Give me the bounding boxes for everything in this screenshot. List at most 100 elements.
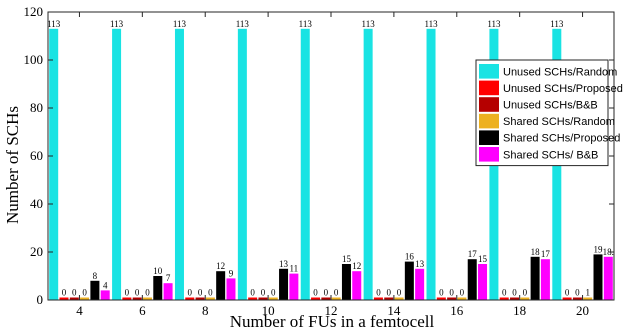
bar-shared-schs-proposed-4 — [90, 280, 100, 300]
y-tick-label: 120 — [24, 4, 44, 19]
data-label: 113 — [424, 19, 438, 29]
data-label: 0 — [271, 288, 276, 298]
bar-unused-schs-proposed-12 — [311, 297, 321, 300]
data-label: 0 — [397, 288, 402, 298]
legend-entry: Unused SCHs/B&B — [503, 100, 598, 112]
data-label: 0 — [145, 288, 150, 298]
bar-shared-schs-random-4 — [80, 297, 90, 300]
data-label: 113 — [110, 19, 124, 29]
legend-swatch — [479, 113, 499, 129]
bar-shared-schs-b-b-8 — [226, 278, 236, 300]
bar-shared-schs-random-16 — [457, 297, 467, 300]
data-label: 0 — [334, 288, 339, 298]
data-label: 12 — [352, 261, 361, 271]
data-label: 0 — [250, 288, 255, 298]
legend-entry: Unused SCHs/Proposed — [503, 83, 623, 95]
x-tick-label: 10 — [262, 303, 275, 318]
x-tick-label: 8 — [202, 303, 209, 318]
data-label: 113 — [236, 19, 250, 29]
bar-unused-schs-b-b-4 — [69, 297, 79, 300]
x-tick-label: 12 — [325, 303, 338, 318]
data-label: 0 — [376, 288, 381, 298]
data-label: 0 — [62, 288, 67, 298]
data-label: 1 — [585, 288, 590, 298]
data-label: 13 — [279, 259, 289, 269]
bar-unused-schs-proposed-18 — [499, 297, 509, 300]
data-label: 0 — [460, 288, 465, 298]
bar-shared-schs-b-b-20 — [603, 256, 613, 300]
data-label: 0 — [565, 288, 570, 298]
data-label: 113 — [487, 19, 501, 29]
bar-shared-schs-random-18 — [520, 297, 530, 300]
bar-shared-schs-random-20 — [583, 297, 593, 300]
bar-shared-schs-proposed-6 — [153, 276, 163, 300]
data-label: 113 — [550, 19, 564, 29]
data-label: 0 — [72, 288, 77, 298]
x-tick-label: 4 — [76, 303, 83, 318]
data-label: 113 — [362, 19, 376, 29]
bar-unused-schs-random-12 — [300, 28, 310, 301]
data-label: 113 — [173, 19, 187, 29]
legend-swatch — [479, 130, 499, 145]
data-label: 0 — [313, 288, 318, 298]
data-label: 7 — [166, 273, 171, 283]
bar-shared-schs-random-14 — [394, 297, 404, 300]
data-label: 19 — [594, 244, 604, 254]
bar-unused-schs-random-14 — [363, 28, 373, 301]
data-label: 0 — [575, 288, 580, 298]
bar-shared-schs-proposed-20 — [593, 254, 603, 300]
x-tick-label: 18 — [513, 303, 526, 318]
bar-unused-schs-random-16 — [426, 28, 436, 301]
bar-unused-schs-random-8 — [174, 28, 184, 301]
bar-shared-schs-b-b-16 — [478, 264, 488, 300]
bar-shared-schs-random-12 — [331, 297, 341, 300]
data-label: 15 — [342, 254, 352, 264]
bar-unused-schs-proposed-10 — [248, 297, 258, 300]
bar-unused-schs-proposed-16 — [436, 297, 446, 300]
bar-unused-schs-proposed-4 — [59, 297, 69, 300]
bar-unused-schs-proposed-6 — [122, 297, 132, 300]
bar-unused-schs-b-b-6 — [132, 297, 142, 300]
legend-entry: Shared SCHs/Random — [503, 116, 615, 128]
data-label: 0 — [125, 288, 130, 298]
x-tick-label: 14 — [387, 303, 401, 318]
bars-layer — [49, 28, 613, 301]
y-tick-label: 80 — [30, 100, 43, 115]
data-label: 0 — [324, 288, 329, 298]
data-label: 113 — [299, 19, 313, 29]
legend-entry: Shared SCHs/Proposed — [503, 133, 620, 145]
bar-shared-schs-b-b-14 — [415, 268, 425, 300]
data-label: 0 — [502, 288, 507, 298]
bar-unused-schs-proposed-8 — [185, 297, 195, 300]
y-tick-label: 20 — [30, 244, 43, 259]
data-label: 0 — [386, 288, 391, 298]
legend-swatch — [479, 80, 499, 96]
bar-shared-schs-proposed-12 — [341, 264, 351, 300]
bar-shared-schs-b-b-18 — [540, 259, 550, 300]
bar-shared-schs-proposed-18 — [530, 256, 540, 300]
data-label: 0 — [82, 288, 87, 298]
bar-unused-schs-b-b-16 — [447, 297, 457, 300]
data-label: 13 — [415, 259, 425, 269]
x-tick-label: 16 — [450, 303, 464, 318]
bar-shared-schs-proposed-16 — [467, 259, 477, 300]
data-label: 0 — [523, 288, 528, 298]
bar-shared-schs-b-b-12 — [352, 271, 362, 300]
bar-unused-schs-b-b-20 — [572, 297, 582, 300]
data-label: 18. — [603, 247, 614, 257]
data-label: 16 — [405, 252, 415, 262]
bar-shared-schs-b-b-10 — [289, 273, 299, 300]
x-tick-label: 6 — [139, 303, 146, 318]
data-label: 0 — [135, 288, 140, 298]
data-label: 17 — [468, 249, 478, 259]
bar-unused-schs-b-b-18 — [510, 297, 520, 300]
y-tick-label: 40 — [30, 196, 43, 211]
data-label: 8 — [93, 271, 98, 281]
data-label: 0 — [439, 288, 444, 298]
y-tick-label: 0 — [37, 292, 44, 307]
data-label: 0 — [449, 288, 454, 298]
bar-unused-schs-random-6 — [112, 28, 122, 301]
bar-shared-schs-b-b-4 — [100, 290, 110, 300]
